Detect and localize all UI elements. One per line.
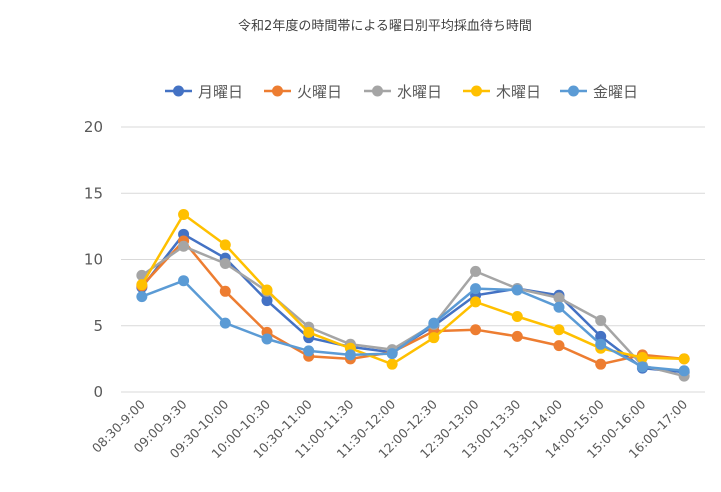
- data-point: [428, 317, 440, 329]
- data-point: [386, 358, 398, 370]
- data-point: [470, 324, 482, 336]
- data-point: [386, 348, 398, 360]
- legend-label: 木曜日: [496, 83, 541, 101]
- x-axis-ticks: 08:30-9:0009:00-9:3009:30-10:0010:00-10:…: [89, 396, 690, 461]
- data-point: [553, 292, 565, 304]
- chart-title: 令和2年度の時間帯による曜日別平均採血待ち時間: [238, 18, 532, 34]
- data-point: [219, 239, 231, 251]
- data-point: [678, 365, 690, 377]
- data-point: [511, 284, 523, 296]
- legend-label: 火曜日: [297, 83, 342, 101]
- data-point: [511, 330, 523, 342]
- series-3: [136, 240, 690, 382]
- data-point: [136, 291, 148, 303]
- data-point: [553, 301, 565, 313]
- data-point: [219, 317, 231, 329]
- data-point: [636, 352, 648, 364]
- y-tick-label: 0: [93, 383, 103, 401]
- legend-item: 月曜日: [165, 83, 243, 101]
- y-tick-label: 15: [84, 184, 103, 202]
- data-point: [178, 240, 190, 252]
- data-point: [219, 285, 231, 297]
- data-point: [261, 284, 273, 296]
- y-tick-label: 5: [93, 317, 103, 335]
- data-point: [178, 275, 190, 287]
- data-point: [553, 324, 565, 336]
- series-line: [140, 279, 686, 373]
- y-tick-label: 10: [84, 251, 103, 269]
- data-point: [261, 333, 273, 345]
- data-point: [219, 257, 231, 269]
- data-point: [595, 330, 607, 342]
- data-point: [261, 295, 273, 307]
- data-point: [470, 283, 482, 295]
- legend-item: 水曜日: [364, 83, 442, 101]
- series-line: [140, 239, 686, 366]
- data-point: [303, 345, 315, 357]
- y-tick-label: 20: [84, 118, 103, 136]
- data-point: [344, 349, 356, 361]
- data-point: [470, 296, 482, 308]
- data-point: [678, 353, 690, 365]
- legend-label: 月曜日: [198, 83, 243, 101]
- data-point: [136, 279, 148, 291]
- legend-marker: [372, 85, 383, 97]
- series-lines: [136, 208, 690, 382]
- data-point: [511, 310, 523, 322]
- legend-label: 水曜日: [397, 83, 442, 101]
- data-point: [303, 326, 315, 338]
- series-1: [136, 228, 690, 378]
- data-point: [636, 361, 648, 373]
- data-point: [178, 208, 190, 220]
- legend-marker: [471, 85, 482, 97]
- data-point: [553, 340, 565, 352]
- legend-label: 金曜日: [593, 83, 638, 101]
- series-5: [136, 275, 690, 377]
- data-point: [595, 314, 607, 326]
- series-line: [140, 213, 686, 366]
- data-point: [595, 358, 607, 370]
- data-point: [470, 265, 482, 277]
- legend-marker: [272, 85, 283, 97]
- legend-marker: [173, 85, 184, 97]
- legend-marker: [568, 85, 579, 97]
- data-point: [428, 332, 440, 344]
- legend-item: 火曜日: [264, 83, 342, 101]
- legend-item: 金曜日: [560, 83, 638, 101]
- legend: 月曜日 火曜日 水曜日 木曜日 金曜日: [165, 83, 638, 101]
- data-point: [595, 338, 607, 350]
- y-axis-ticks: 0 5 10 15 20: [84, 118, 103, 401]
- series-4: [136, 208, 690, 370]
- legend-item: 木曜日: [463, 83, 541, 101]
